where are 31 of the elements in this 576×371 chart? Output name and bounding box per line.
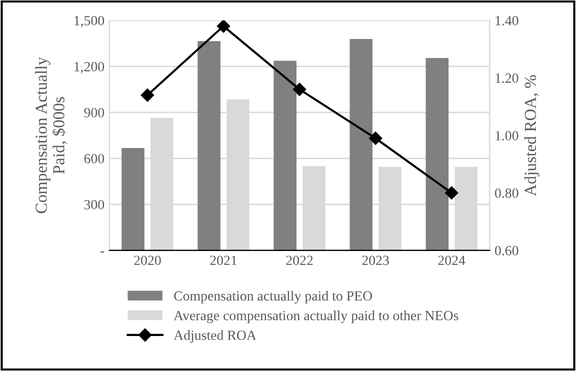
y-tick-label: 600 xyxy=(84,154,104,164)
bar xyxy=(122,148,144,250)
y-axis-title: Compensation Actually Paid, $000s xyxy=(35,57,67,214)
y2-tick-label: 0.60 xyxy=(494,246,518,256)
y2-axis-title: Adjusted ROA, % xyxy=(524,75,540,196)
legend-label: Adjusted ROA xyxy=(174,330,256,343)
x-tick-label: 2021 xyxy=(210,256,237,266)
y2-tick-label: 1.20 xyxy=(496,73,518,83)
y2-tick-label: 1.00 xyxy=(496,131,518,140)
bar xyxy=(350,38,373,250)
x-tick-label: 2020 xyxy=(134,256,161,266)
x-tick-label: 2023 xyxy=(362,256,389,266)
y-tick-label: 900 xyxy=(84,108,104,118)
point xyxy=(368,132,382,145)
point xyxy=(216,20,230,33)
y-tick-label: - xyxy=(100,251,104,252)
legend-label: Average compensation actually paid to other NEOs xyxy=(174,310,458,324)
point xyxy=(444,186,458,200)
x-tick-label: 2024 xyxy=(438,256,466,266)
y-tick-label: 1,500 xyxy=(74,16,104,28)
legend-label: Compensation actually paid to PEO xyxy=(174,290,372,304)
bar xyxy=(426,58,449,250)
x-tick-label: 2022 xyxy=(286,256,313,266)
point xyxy=(140,88,154,102)
y2-tick-label: 1.40 xyxy=(496,16,518,26)
y-tick-label: 1,200 xyxy=(74,62,104,74)
y-tick-label: 300 xyxy=(84,200,104,210)
bar xyxy=(198,41,220,250)
point xyxy=(292,82,306,96)
bar xyxy=(274,60,296,250)
y2-tick-label: 0.80 xyxy=(494,188,518,198)
